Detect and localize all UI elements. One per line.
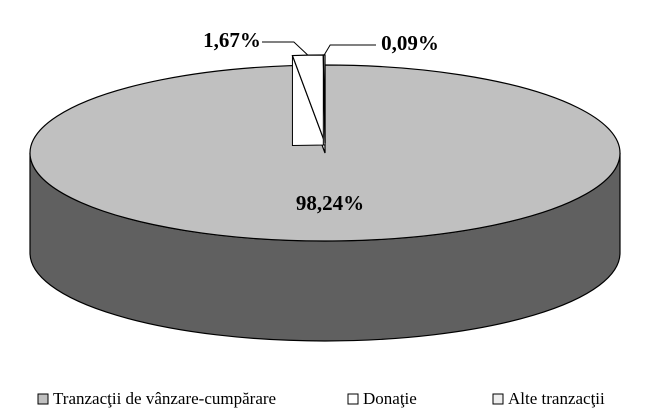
legend-label: Alte tranzacţii	[508, 389, 605, 408]
leader-line	[262, 41, 309, 56]
legend-label: Donaţie	[363, 389, 417, 408]
legend-swatch	[37, 393, 49, 405]
leader-line	[323, 44, 376, 56]
legend-label: Tranzacţii de vânzare-cumpărare	[53, 389, 276, 408]
slice	[29, 64, 621, 242]
data-label: 1,67%	[203, 28, 261, 52]
legend-swatch	[492, 393, 504, 405]
data-label: 0,09%	[381, 31, 439, 55]
data-label: 98,24%	[296, 191, 364, 215]
legend-swatch	[347, 393, 359, 405]
